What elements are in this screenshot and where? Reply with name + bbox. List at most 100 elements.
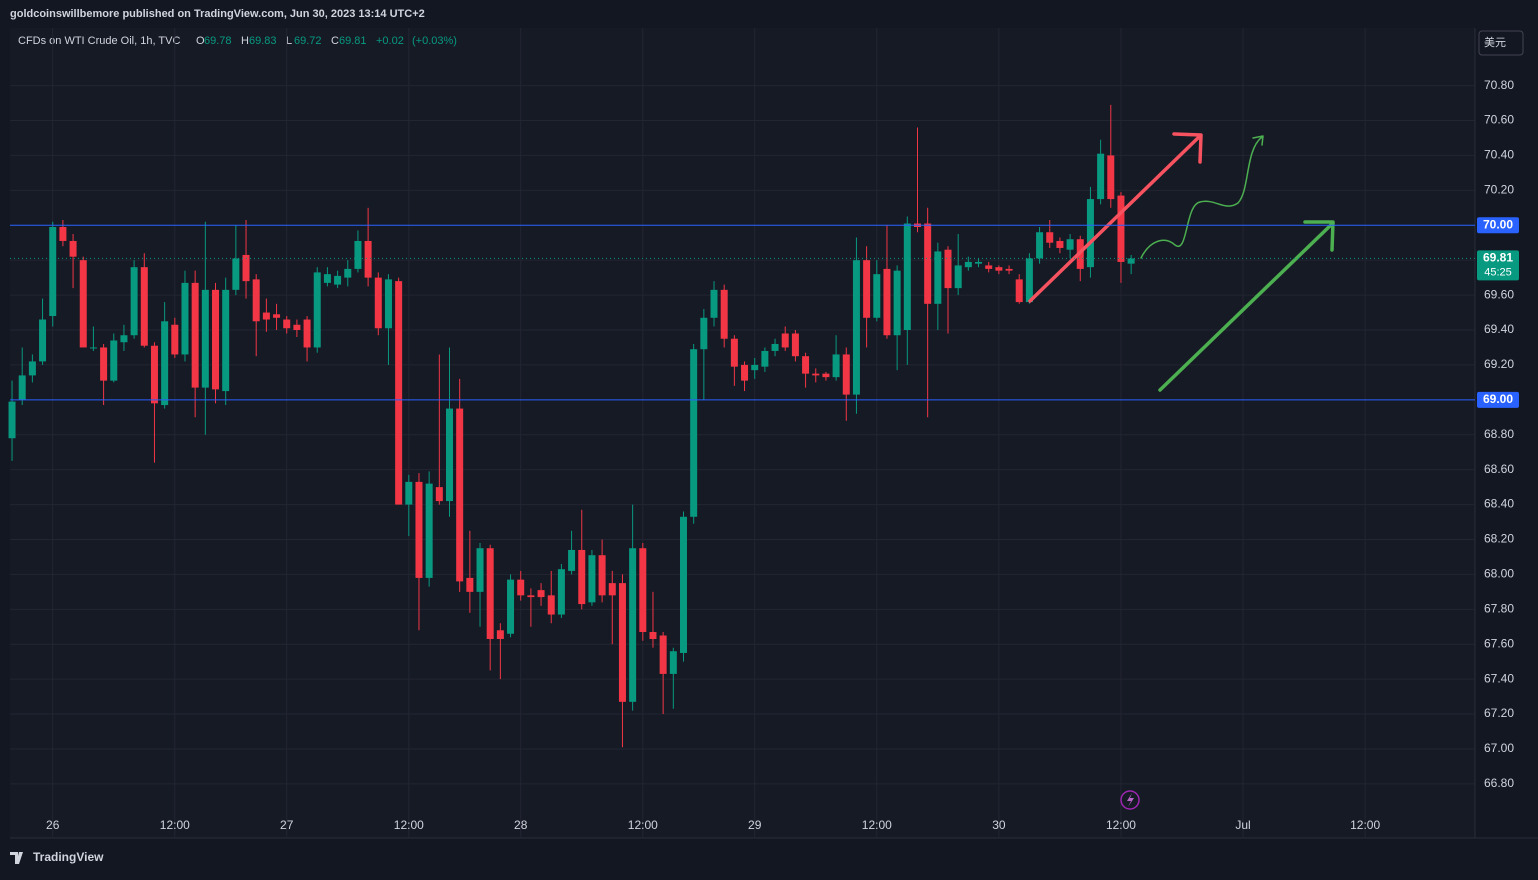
candle-body	[1107, 155, 1115, 200]
hline-price-label: 69.00	[1483, 392, 1513, 406]
candle-body	[629, 548, 637, 702]
publisher: goldcoinswillbemore published on Trading…	[10, 8, 425, 20]
candle-body	[28, 361, 36, 376]
candle-body	[578, 549, 586, 605]
candle-body	[486, 548, 494, 639]
candle-body	[110, 340, 118, 381]
currency-button[interactable]	[1478, 30, 1524, 56]
countdown: 45:25	[1484, 266, 1512, 278]
candle-body	[1036, 232, 1044, 259]
candle-body	[69, 240, 77, 257]
green-arrow	[1158, 220, 1335, 392]
y-tick-label: 68.40	[1484, 497, 1514, 511]
candle-body	[89, 347, 97, 349]
x-tick-label: 12:00	[628, 818, 658, 832]
candle-body	[161, 321, 169, 406]
hline-price-label-box	[1477, 391, 1519, 408]
candle-body	[659, 635, 667, 674]
event-icon[interactable]	[1120, 790, 1140, 810]
candle-body	[273, 314, 281, 318]
candle-body	[730, 338, 738, 367]
candle-body	[334, 275, 342, 285]
candle-body	[975, 261, 983, 264]
grid	[10, 28, 1475, 838]
candle-body	[924, 223, 932, 304]
candle-body	[344, 268, 352, 278]
candle-body	[212, 289, 220, 390]
x-tick-label: 29	[748, 818, 762, 832]
x-tick-label: 26	[46, 818, 60, 832]
candle-body	[588, 555, 596, 603]
candle-body	[1117, 195, 1125, 262]
candle-body	[944, 249, 952, 289]
candle-body	[323, 274, 331, 283]
legend-item: O	[196, 35, 205, 47]
candle-body	[181, 282, 189, 355]
x-tick-label: 12:00	[862, 818, 892, 832]
candle-body	[557, 569, 565, 615]
x-tick-label: 12:00	[394, 818, 424, 832]
y-tick-label: 68.60	[1484, 462, 1514, 476]
candle-body	[49, 227, 57, 317]
candle-body	[405, 481, 413, 505]
candle-body	[751, 364, 759, 371]
candle-body	[262, 312, 270, 320]
y-tick-label: 69.60	[1484, 287, 1514, 301]
candle-body	[1127, 258, 1135, 264]
candle-body	[384, 279, 392, 329]
candle-body	[252, 279, 260, 322]
y-tick-label: 67.20	[1484, 706, 1514, 720]
candle-body	[537, 590, 545, 598]
candle-body	[222, 289, 230, 392]
candle-body	[150, 345, 158, 404]
candle-body	[130, 267, 138, 336]
y-tick-label: 68.20	[1484, 532, 1514, 546]
x-tick-label: 27	[280, 818, 294, 832]
candle-body	[832, 354, 840, 378]
y-tick-label: 68.00	[1484, 567, 1514, 581]
candle-body	[598, 555, 606, 596]
logo-icon	[10, 852, 23, 864]
candle-body	[374, 277, 382, 329]
y-tick-label: 70.80	[1484, 78, 1514, 92]
candle-body	[313, 272, 321, 348]
candle-body	[140, 267, 148, 346]
candle-body	[761, 350, 769, 367]
candle-body	[883, 268, 891, 336]
event-bolt	[1127, 793, 1134, 807]
candle-body	[79, 260, 87, 348]
legend-item: 69.81	[339, 35, 367, 47]
candle-body	[1015, 279, 1023, 303]
candle-body	[964, 261, 972, 268]
candle-body	[1097, 153, 1105, 200]
candle-body	[435, 487, 443, 502]
candle-body	[496, 630, 504, 639]
candle-body	[507, 579, 515, 634]
y-tick-label: 70.20	[1484, 183, 1514, 197]
candle-body	[476, 548, 484, 592]
y-tick-label: 69.40	[1484, 322, 1514, 336]
candle-body	[720, 289, 728, 339]
legend-item: 69.72	[294, 35, 322, 47]
x-tick-label: Jul	[1235, 818, 1250, 832]
candle-body	[547, 595, 555, 615]
candle-body	[649, 632, 657, 639]
candle-body	[283, 319, 291, 329]
candle-body	[120, 335, 128, 343]
candle-body	[802, 356, 810, 374]
ohlc-legend: O 69.78 H 69.83 L 69.72 C 69.81 +0.02 (+0.03%)	[196, 35, 457, 47]
candle-body	[690, 349, 698, 517]
candle-body	[517, 579, 525, 596]
candle-body	[293, 324, 301, 331]
candle-body	[1056, 240, 1064, 248]
candle-body	[364, 240, 372, 278]
last-price-label: 69.81	[1483, 251, 1513, 265]
green-squiggle	[1140, 135, 1264, 259]
candle-body	[395, 281, 403, 505]
candle-body	[425, 483, 433, 578]
candle-body	[618, 583, 626, 702]
candle-body	[568, 549, 576, 571]
candle-body	[242, 254, 250, 282]
